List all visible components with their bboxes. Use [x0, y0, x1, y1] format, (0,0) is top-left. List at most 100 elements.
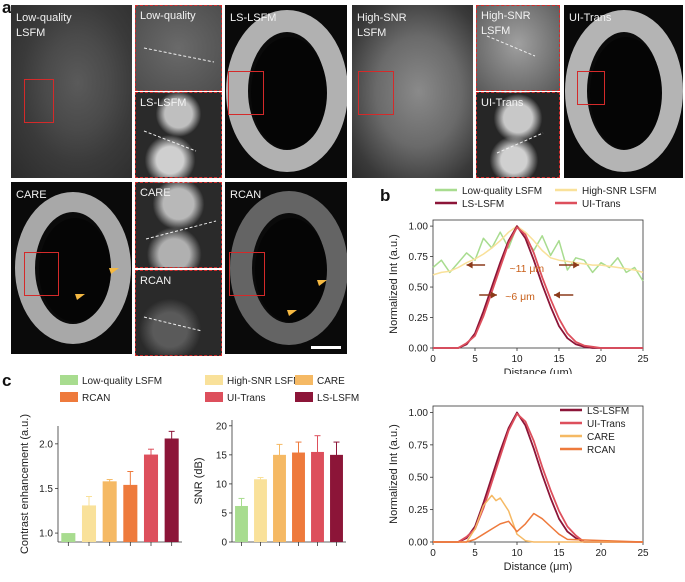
- x-tick-label: 0: [430, 354, 436, 365]
- arrow-icon: [287, 310, 297, 316]
- arrow-icon: [75, 294, 85, 300]
- x-tick-label: 10: [511, 354, 523, 365]
- cell-ring: [15, 192, 131, 344]
- legend-swatch: [295, 375, 313, 385]
- y-tick-label: 1.00: [409, 222, 429, 233]
- roi-box: [577, 71, 605, 105]
- profile-line: [143, 316, 203, 332]
- x-tick-label: 20: [595, 548, 607, 559]
- profile-line: [143, 47, 215, 63]
- series-line-rcan: [433, 512, 644, 543]
- legend-label: Low-quality LSFM: [82, 376, 162, 387]
- annotation-label: ~11 μm: [509, 263, 544, 275]
- label-uitrans-crop: UI-Trans: [481, 97, 524, 109]
- legend-swatch: [295, 392, 313, 402]
- y-tick-label: 0: [221, 538, 227, 549]
- annotation-label: ~6 μm: [505, 291, 535, 303]
- crop-rcan: RCAN: [135, 270, 222, 356]
- x-tick-label: 5: [472, 548, 478, 559]
- x-tick-label: 25: [637, 354, 649, 365]
- y-axis-label: SNR (dB): [193, 457, 205, 504]
- series-line-ls-lsfm: [433, 225, 643, 349]
- image-uitrans: UI-Trans: [564, 5, 683, 178]
- legend-label: LS-LSFM: [462, 199, 504, 210]
- legend-label: High-SNR LSFM: [582, 186, 656, 197]
- roi-box: [24, 252, 59, 296]
- image-rcan: RCAN: [225, 182, 347, 354]
- legend-label: LS-LSFM: [317, 393, 359, 404]
- bar: [235, 505, 248, 542]
- cell-center: [251, 37, 327, 149]
- bar: [311, 451, 324, 542]
- bar: [102, 481, 117, 542]
- profile-line: [145, 220, 217, 240]
- bar: [330, 454, 343, 542]
- series-line-care: [433, 494, 643, 543]
- crop-ls-lsfm: LS-LSFM: [135, 92, 222, 178]
- legend-label: RCAN: [587, 445, 615, 456]
- y-tick-label: 1.00: [409, 408, 429, 419]
- label-highsnr-crop: High-SNR LSFM: [481, 10, 531, 37]
- y-tick-label: 0.75: [409, 440, 429, 451]
- image-highsnr-lsfm: High-SNR LSFM: [352, 5, 473, 178]
- profile-line: [496, 132, 544, 154]
- y-tick-label: 1.0: [39, 529, 53, 540]
- y-tick-label: 5: [221, 508, 227, 519]
- x-tick-label: 15: [553, 548, 565, 559]
- y-tick-label: 0.00: [409, 538, 429, 549]
- bar: [123, 484, 138, 542]
- chart-b-bottom: 0 5 10 15 20 25 0.00 0.25 0.50 0.75 1.00 Distance (…: [388, 405, 649, 573]
- label-lowq: Low-quality LSFM: [16, 12, 72, 39]
- legend-c: Low-quality LSFM RCAN High-SNR LSFM UI-Tran…: [60, 375, 359, 404]
- label-ls-crop: LS-LSFM: [140, 97, 187, 109]
- legend-label: LS-LSFM: [587, 406, 629, 417]
- legend-swatch: [60, 392, 78, 402]
- profile-line: [486, 35, 536, 57]
- chart-c-right: 0 5 10 15 20 SNR (dB): [193, 420, 346, 549]
- x-axis-label: Distance (μm): [504, 561, 573, 573]
- legend-label: UI-Trans: [227, 393, 266, 404]
- legend-swatch: [60, 375, 78, 385]
- annotation-arrow-11-head: [573, 261, 580, 269]
- bar: [61, 533, 76, 542]
- y-tick-label: 0.75: [409, 252, 429, 263]
- y-axis-label: Normalized Int (a.u.): [388, 424, 400, 524]
- label-care: CARE: [16, 189, 47, 201]
- image-ls-lsfm: LS-LSFM: [225, 5, 347, 178]
- label-lowq-crop: Low-quality: [140, 10, 196, 22]
- y-tick-label: 2.0: [39, 439, 53, 450]
- y-tick-label: 0.50: [409, 473, 429, 484]
- panel-letter-b: b: [380, 186, 391, 205]
- bar: [254, 479, 267, 542]
- bar: [164, 438, 179, 542]
- x-tick-label: 20: [595, 354, 607, 365]
- legend-label: RCAN: [82, 393, 110, 404]
- label-rcan: RCAN: [230, 189, 262, 201]
- crop-uitrans: UI-Trans: [476, 92, 560, 178]
- x-tick-label: 0: [430, 548, 436, 559]
- cell-center: [255, 218, 327, 322]
- y-tick-label: 0.25: [409, 505, 429, 516]
- x-tick-label: 5: [472, 354, 478, 365]
- label-rcan-crop: RCAN: [140, 275, 172, 287]
- roi-box: [24, 79, 54, 123]
- bar: [143, 454, 159, 542]
- plot-frame: [432, 219, 644, 349]
- crop-highsnr: High-SNR LSFM: [476, 5, 560, 91]
- y-tick-label: 0.25: [409, 313, 429, 324]
- crop-care: CARE: [135, 182, 222, 268]
- series-line-ui-trans: [433, 226, 643, 349]
- x-axis-label: Distance (μm): [504, 367, 573, 374]
- annotation-arrow-6-head: [490, 291, 497, 299]
- y-tick-label: 20: [216, 421, 228, 432]
- legend-swatch: [205, 375, 223, 385]
- y-tick-label: 0.50: [409, 283, 429, 294]
- cell-ring: [565, 10, 683, 172]
- bar: [273, 454, 286, 542]
- roi-box: [358, 71, 394, 115]
- y-tick-label: 10: [216, 479, 228, 490]
- image-care: CARE: [11, 182, 132, 354]
- cell-ring: [226, 10, 347, 172]
- image-lowq-lsfm: Low-quality LSFM: [11, 5, 132, 178]
- chart-c-left: 1.0 1.5 2.0 Contrast enhancement (a.u.): [19, 414, 182, 554]
